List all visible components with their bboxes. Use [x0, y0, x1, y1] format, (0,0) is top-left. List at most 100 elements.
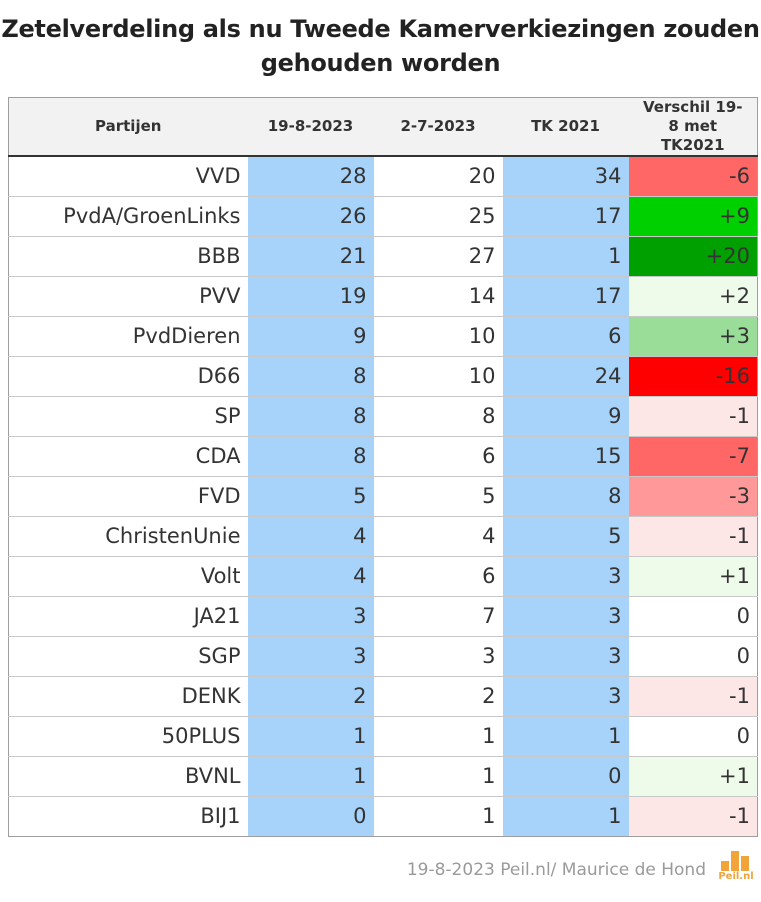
party-cell: SGP [8, 635, 248, 676]
difference-cell: +9 [628, 195, 758, 236]
seats-tk2021-cell: 0 [502, 755, 629, 796]
party-cell: CDA [8, 435, 248, 476]
difference-cell: +3 [628, 315, 758, 356]
party-cell: JA21 [8, 595, 248, 636]
seats-19-8-2023-cell: 8 [247, 395, 374, 436]
table-row: BIJ1 0 1 1 -1 [8, 795, 758, 836]
party-cell: PvdA/GroenLinks [8, 195, 248, 236]
party-cell: BVNL [8, 755, 248, 796]
seats-tk2021-cell: 3 [502, 635, 629, 676]
seats-19-8-2023-cell: 8 [247, 355, 374, 396]
difference-cell: +2 [628, 275, 758, 316]
seats-19-8-2023-cell: 3 [247, 635, 374, 676]
seats-2-7-2023-cell: 4 [373, 515, 503, 556]
party-cell: PVV [8, 275, 248, 316]
page-title: Zetelverdeling als nu Tweede Kamerverkie… [0, 12, 761, 80]
difference-cell: -1 [628, 395, 758, 436]
seats-19-8-2023-cell: 5 [247, 475, 374, 516]
seats-tk2021-cell: 17 [502, 275, 629, 316]
party-cell: BIJ1 [8, 795, 248, 836]
seats-2-7-2023-cell: 10 [373, 315, 503, 356]
seats-2-7-2023-cell: 6 [373, 435, 503, 476]
seats-2-7-2023-cell: 5 [373, 475, 503, 516]
header-row: Partijen 19-8-2023 2-7-2023 TK 2021 Vers… [8, 97, 758, 157]
seats-2-7-2023-cell: 10 [373, 355, 503, 396]
seats-19-8-2023-cell: 8 [247, 435, 374, 476]
party-cell: PvdDieren [8, 315, 248, 356]
difference-cell: -6 [628, 156, 758, 196]
header-date-2: 2-7-2023 [373, 97, 503, 157]
seats-2-7-2023-cell: 7 [373, 595, 503, 636]
seats-tk2021-cell: 3 [502, 675, 629, 716]
seats-2-7-2023-cell: 1 [373, 795, 503, 836]
party-cell: 50PLUS [8, 715, 248, 756]
table-row: ChristenUnie 4 4 5 -1 [8, 515, 758, 556]
logo-text: Peil.nl [718, 871, 754, 882]
party-cell: BBB [8, 235, 248, 276]
difference-cell: -1 [628, 675, 758, 716]
seats-19-8-2023-cell: 26 [247, 195, 374, 236]
seats-tk2021-cell: 3 [502, 595, 629, 636]
seats-19-8-2023-cell: 28 [247, 156, 374, 196]
table-row: VVD 28 20 34 -6 [8, 156, 758, 196]
seats-tk2021-cell: 1 [502, 795, 629, 836]
seats-tk2021-cell: 1 [502, 235, 629, 276]
seats-tk2021-cell: 5 [502, 515, 629, 556]
seats-19-8-2023-cell: 19 [247, 275, 374, 316]
difference-cell: -3 [628, 475, 758, 516]
difference-cell: -16 [628, 355, 758, 396]
table-row: PvdA/GroenLinks 26 25 17 +9 [8, 195, 758, 236]
seats-2-7-2023-cell: 6 [373, 555, 503, 596]
seats-19-8-2023-cell: 21 [247, 235, 374, 276]
table-row: FVD 5 5 8 -3 [8, 475, 758, 516]
seats-19-8-2023-cell: 0 [247, 795, 374, 836]
party-cell: ChristenUnie [8, 515, 248, 556]
seats-tk2021-cell: 6 [502, 315, 629, 356]
party-cell: SP [8, 395, 248, 436]
header-difference: Verschil 19-8 met TK2021 [628, 97, 758, 157]
table-row: Volt 4 6 3 +1 [8, 555, 758, 596]
difference-cell: -7 [628, 435, 758, 476]
seats-2-7-2023-cell: 25 [373, 195, 503, 236]
difference-cell: -1 [628, 515, 758, 556]
seats-19-8-2023-cell: 9 [247, 315, 374, 356]
seats-tk2021-cell: 3 [502, 555, 629, 596]
table-row: 50PLUS 1 1 1 0 [8, 715, 758, 756]
party-cell: Volt [8, 555, 248, 596]
seats-2-7-2023-cell: 20 [373, 156, 503, 196]
header-tk2021: TK 2021 [502, 97, 629, 157]
table-row: CDA 8 6 15 -7 [8, 435, 758, 476]
seats-2-7-2023-cell: 14 [373, 275, 503, 316]
difference-cell: +1 [628, 555, 758, 596]
seats-2-7-2023-cell: 8 [373, 395, 503, 436]
table-row: BVNL 1 1 0 +1 [8, 755, 758, 796]
seats-19-8-2023-cell: 4 [247, 515, 374, 556]
seats-tk2021-cell: 34 [502, 156, 629, 196]
title-line-2: gehouden worden [260, 49, 501, 77]
table-body: VVD 28 20 34 -6 PvdA/GroenLinks 26 25 17 +9 BBB 21 2… [8, 156, 758, 836]
header-date-1: 19-8-2023 [247, 97, 374, 157]
seats-2-7-2023-cell: 27 [373, 235, 503, 276]
logo-bar-2 [731, 851, 739, 871]
seats-2-7-2023-cell: 1 [373, 715, 503, 756]
difference-cell: 0 [628, 715, 758, 756]
party-cell: DENK [8, 675, 248, 716]
difference-cell: 0 [628, 635, 758, 676]
seat-table: Partijen 19-8-2023 2-7-2023 TK 2021 Vers… [8, 97, 758, 837]
difference-cell: -1 [628, 795, 758, 836]
seats-2-7-2023-cell: 3 [373, 635, 503, 676]
party-cell: D66 [8, 355, 248, 396]
seats-tk2021-cell: 15 [502, 435, 629, 476]
seats-19-8-2023-cell: 3 [247, 595, 374, 636]
header-difference-text: Verschil 19-8 met TK2021 [643, 98, 743, 154]
seats-tk2021-cell: 17 [502, 195, 629, 236]
table-row: PvdDieren 9 10 6 +3 [8, 315, 758, 356]
seats-19-8-2023-cell: 2 [247, 675, 374, 716]
table-row: JA21 3 7 3 0 [8, 595, 758, 636]
seats-19-8-2023-cell: 1 [247, 755, 374, 796]
table-row: SGP 3 3 3 0 [8, 635, 758, 676]
table-row: D66 8 10 24 -16 [8, 355, 758, 396]
difference-cell: +1 [628, 755, 758, 796]
party-cell: VVD [8, 156, 248, 196]
peil-logo: Peil.nl [717, 847, 755, 883]
